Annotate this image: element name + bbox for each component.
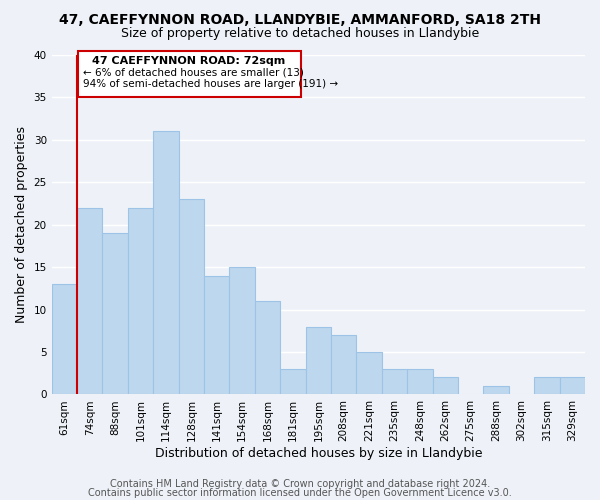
Bar (103, 233, 128, 394)
Bar (356, 352, 382, 395)
X-axis label: Distribution of detached houses by size in Llandybie: Distribution of detached houses by size … (155, 447, 482, 460)
FancyBboxPatch shape (77, 50, 301, 98)
Text: 47, CAEFFYNNON ROAD, LLANDYBIE, AMMANFORD, SA18 2TH: 47, CAEFFYNNON ROAD, LLANDYBIE, AMMANFOR… (59, 12, 541, 26)
Bar (52, 284, 77, 395)
Text: ← 6% of detached houses are smaller (13): ← 6% of detached houses are smaller (13) (83, 68, 304, 78)
Bar (382, 369, 407, 394)
Bar (280, 369, 305, 394)
Bar (484, 386, 509, 394)
Bar (204, 276, 229, 394)
Bar (229, 267, 255, 394)
Text: Size of property relative to detached houses in Llandybie: Size of property relative to detached ho… (121, 28, 479, 40)
Text: 47 CAEFFYNNON ROAD: 72sqm: 47 CAEFFYNNON ROAD: 72sqm (92, 56, 286, 66)
Text: Contains HM Land Registry data © Crown copyright and database right 2024.: Contains HM Land Registry data © Crown c… (110, 479, 490, 489)
Bar (153, 131, 179, 394)
Bar (77, 208, 103, 394)
Bar (407, 369, 433, 394)
Bar (179, 199, 204, 394)
Bar (560, 378, 585, 394)
Bar (433, 378, 458, 394)
Bar (331, 335, 356, 394)
Text: 94% of semi-detached houses are larger (191) →: 94% of semi-detached houses are larger (… (83, 80, 338, 90)
Bar (255, 301, 280, 394)
Text: Contains public sector information licensed under the Open Government Licence v3: Contains public sector information licen… (88, 488, 512, 498)
Bar (534, 378, 560, 394)
Bar (128, 208, 153, 394)
Y-axis label: Number of detached properties: Number of detached properties (15, 126, 28, 323)
Bar (305, 326, 331, 394)
